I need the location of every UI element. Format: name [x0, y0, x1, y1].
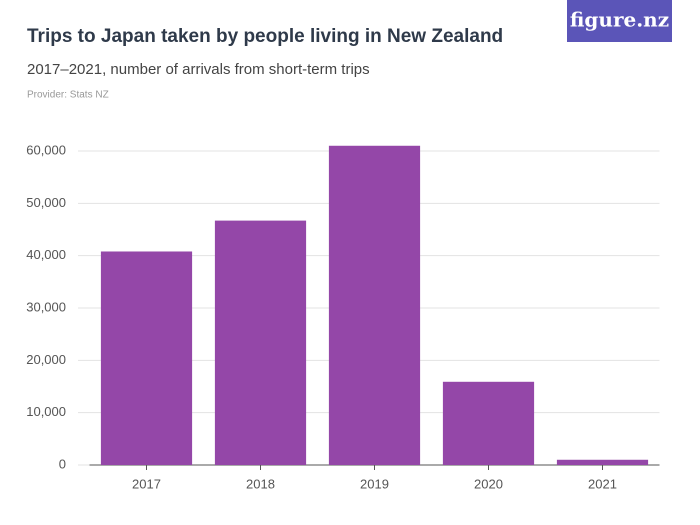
- x-tick-label: 2018: [246, 476, 275, 491]
- y-tick-label: 50,000: [26, 195, 66, 210]
- x-tick-label: 2019: [360, 476, 389, 491]
- bar: [328, 145, 421, 465]
- y-tick-label: 60,000: [26, 142, 66, 157]
- logo: figure.nz: [570, 8, 669, 32]
- x-tick-label: 2020: [474, 476, 503, 491]
- bar: [214, 220, 307, 465]
- x-tick-label: 2017: [132, 476, 161, 491]
- y-tick-label: 40,000: [26, 247, 66, 262]
- provider: Provider: Stats NZ: [27, 90, 109, 101]
- chart-title: Trips to Japan taken by people living in…: [27, 26, 503, 47]
- bar: [100, 251, 193, 465]
- y-tick-label: 30,000: [26, 299, 66, 314]
- chart-subtitle: 2017–2021, number of arrivals from short…: [27, 61, 370, 78]
- y-tick-label: 0: [59, 456, 66, 471]
- bar: [442, 381, 535, 465]
- bar: [556, 459, 649, 465]
- logo-box: [567, 0, 672, 42]
- y-tick-label: 10,000: [26, 404, 66, 419]
- y-tick-label: 20,000: [26, 352, 66, 367]
- x-tick-label: 2021: [588, 476, 617, 491]
